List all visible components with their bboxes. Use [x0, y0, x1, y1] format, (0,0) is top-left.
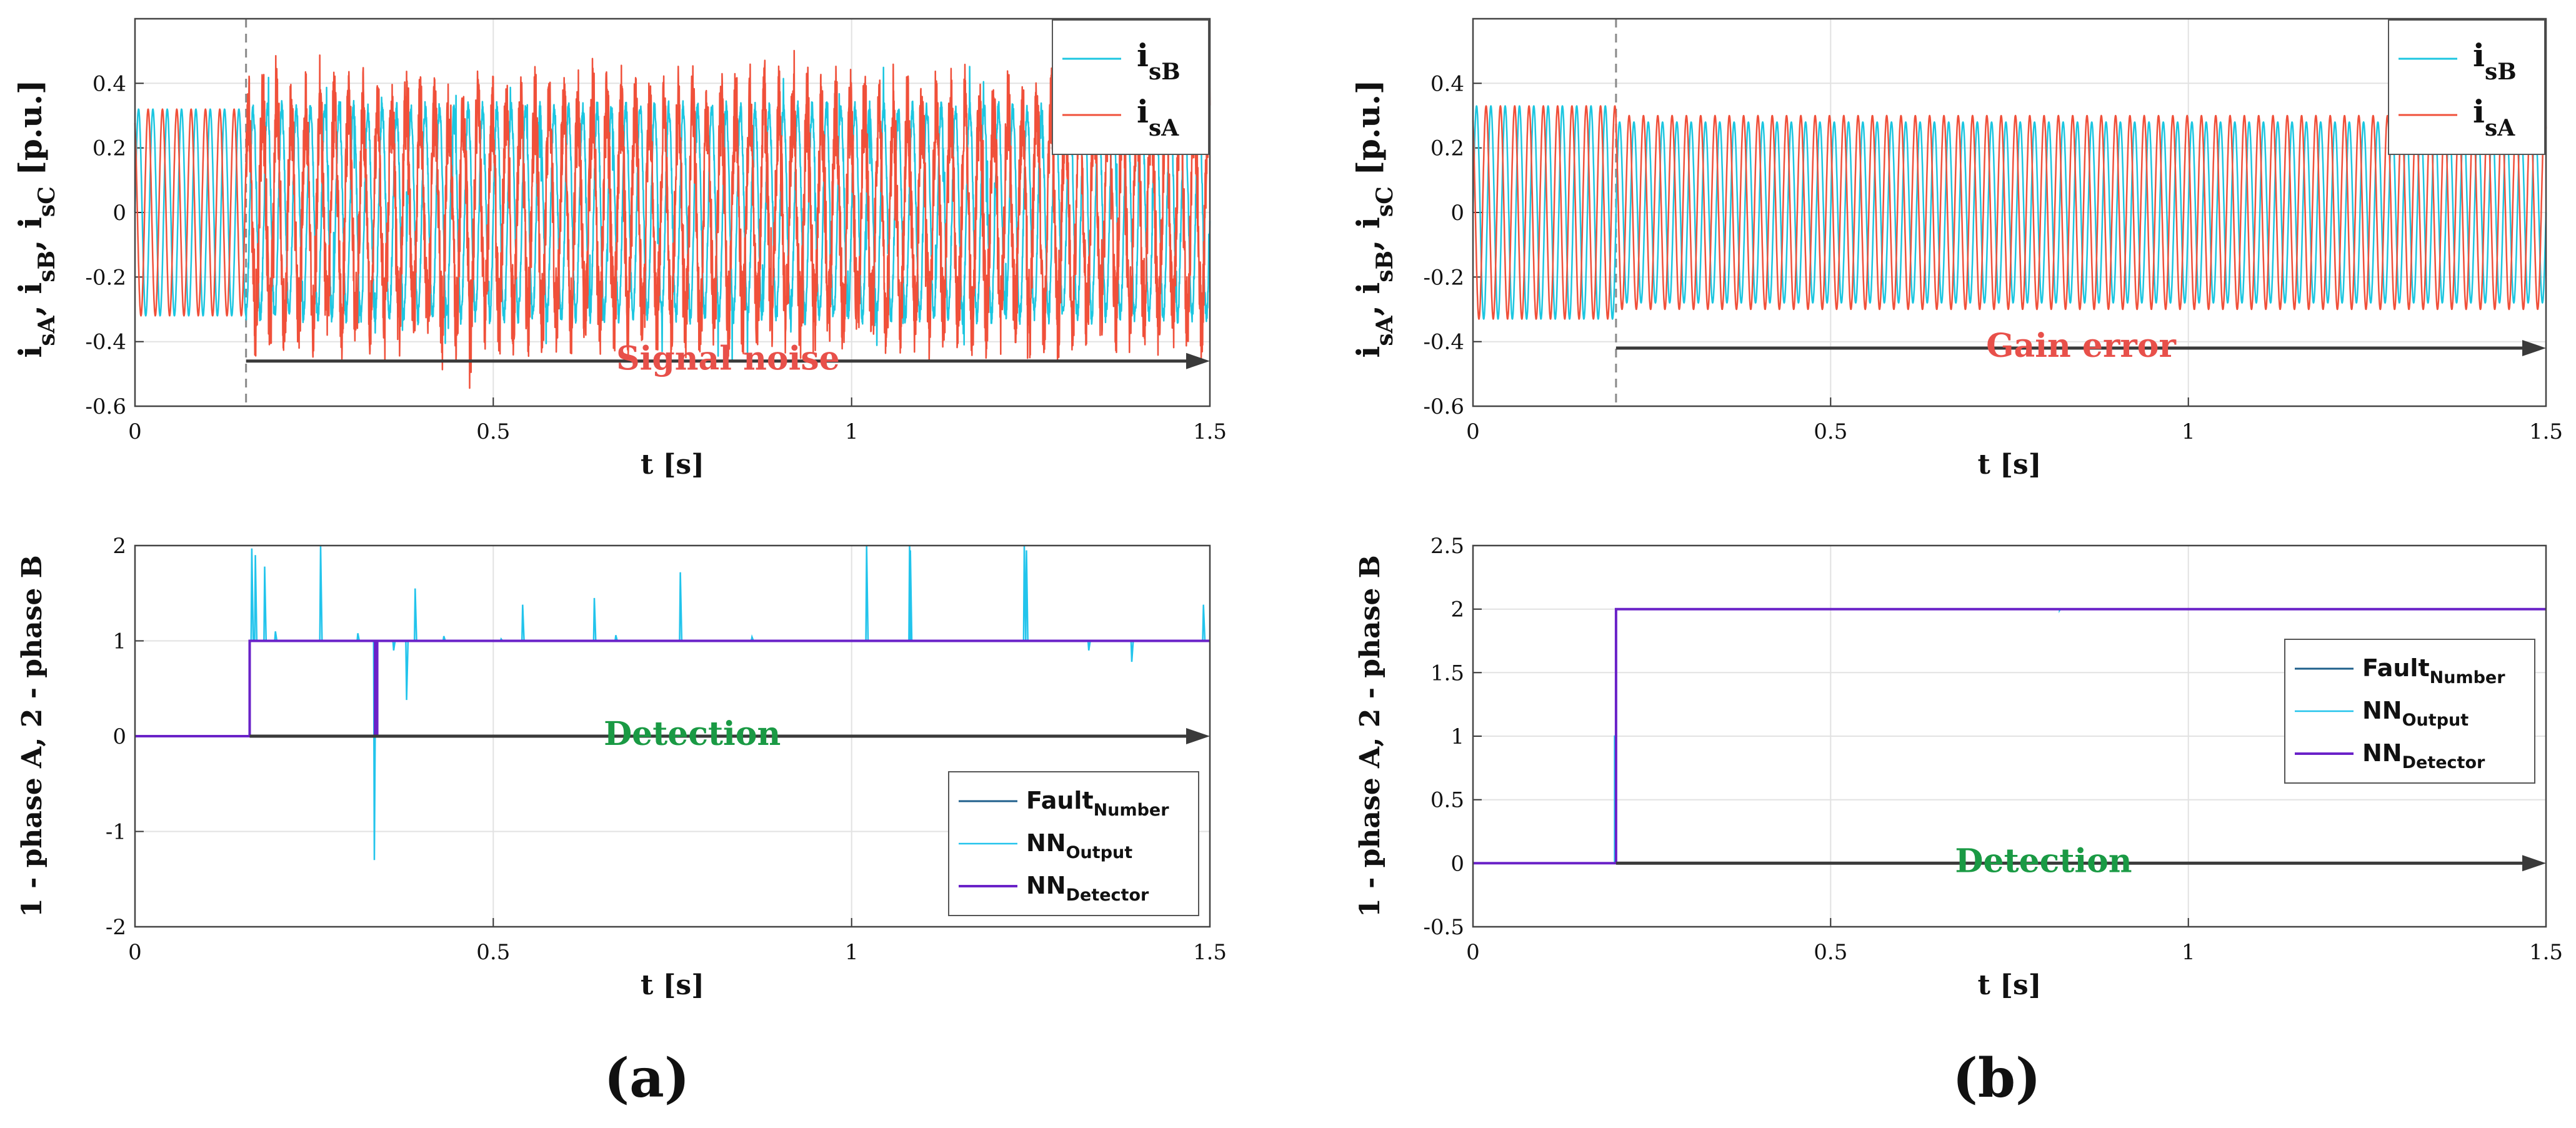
annotation-label: Detection — [1955, 842, 2132, 880]
y-tick-label: -0.6 — [85, 394, 126, 419]
x-tick-label: 1 — [845, 419, 859, 444]
legend-label: NNDetector — [2362, 739, 2485, 772]
y-tick-label: 0.4 — [92, 71, 126, 96]
plot-frame — [134, 17, 1211, 407]
annotation-arrow-head — [2522, 340, 2546, 356]
y-tick-label: 2 — [112, 534, 126, 559]
legend-label: isB — [1137, 37, 1181, 85]
y-tick-label: 0 — [112, 201, 126, 226]
x-tick-label: 1.5 — [1193, 419, 1227, 444]
x-axis-label: t [s] — [641, 449, 704, 481]
x-axis-label: t [s] — [1977, 969, 2041, 1001]
y-axis-label: isA, isB, isC [p.u.] — [12, 79, 60, 357]
legend-label: NNOutput — [1026, 829, 1132, 862]
x-tick-label: 0.5 — [476, 419, 510, 444]
y-tick-label: 1 — [1450, 724, 1464, 749]
x-tick-label: 1.5 — [2529, 940, 2563, 965]
plot-frame — [1472, 17, 2547, 407]
y-tick-label: 0 — [112, 724, 126, 749]
y-tick-label: 0.4 — [1430, 71, 1464, 96]
annotation-arrow-head — [1186, 352, 1210, 369]
y-axis-label: 1 - phase A, 2 - phase B — [16, 555, 48, 917]
x-tick-label: 1 — [845, 940, 859, 965]
y-tick-label: 0.2 — [1430, 136, 1464, 161]
legend-label: NNOutput — [2362, 697, 2469, 730]
y-axis-label: isA, isB, isC [p.u.] — [1350, 79, 1398, 357]
series-i-sA — [134, 49, 1211, 389]
series-i-sA — [1472, 105, 2547, 320]
chart-a-top: 0 0.5 1 1.5 -0.6 -0.4 -0.2 0 0.2 0.4 Signal noise i… — [12, 17, 1227, 481]
legend — [1052, 19, 1209, 155]
plot-frame — [134, 544, 1211, 928]
annotation-arrow-head — [1186, 728, 1210, 744]
y-tick-label: -1 — [106, 820, 126, 845]
x-tick-label: 0 — [128, 419, 142, 444]
legend — [2388, 19, 2545, 155]
series-nn-detector — [135, 639, 1210, 737]
y-tick-label: 2.5 — [1430, 534, 1464, 559]
x-tick-label: 0 — [1466, 940, 1480, 965]
x-tick-label: 0 — [128, 940, 142, 965]
plot-frame — [1472, 544, 2547, 928]
annotation-arrow-head — [2522, 855, 2546, 872]
legend-label: isB — [2473, 37, 2517, 85]
y-tick-label: -0.6 — [1423, 394, 1464, 419]
legend-label: NNDetector — [1026, 872, 1149, 905]
annotation-label: Signal noise — [616, 340, 840, 378]
x-axis-label: t [s] — [1977, 449, 2041, 481]
y-tick-label: 0.5 — [1430, 788, 1464, 813]
x-tick-label: 0.5 — [1814, 940, 1847, 965]
x-tick-label: 1.5 — [1193, 940, 1227, 965]
y-tick-label: 0.2 — [92, 136, 126, 161]
x-tick-label: 0 — [1466, 419, 1480, 444]
y-tick-label: 2 — [1450, 597, 1464, 622]
y-tick-label: -0.2 — [1423, 265, 1464, 290]
y-axis-label: 1 - phase A, 2 - phase B — [1354, 555, 1386, 917]
x-tick-label: 0.5 — [476, 940, 510, 965]
chart-a-bottom: 0 0.5 1 1.5 -2 -1 0 1 2 Detection 1 - phase A, 2 -… — [16, 534, 1227, 1001]
series-i-sB — [134, 65, 1211, 362]
x-tick-label: 1 — [2182, 940, 2195, 965]
legend-label: isA — [1137, 93, 1179, 141]
legend-label: isA — [2473, 93, 2515, 141]
y-tick-label: 1.5 — [1430, 661, 1464, 686]
panel-label-b: (b) — [1952, 1047, 2041, 1110]
annotation-label: Gain error — [1986, 327, 2176, 365]
y-tick-label: -0.4 — [1423, 330, 1464, 355]
x-tick-label: 1.5 — [2529, 419, 2563, 444]
x-axis-label: t [s] — [641, 969, 704, 1001]
x-tick-label: 1 — [2182, 419, 2195, 444]
legend-label: FaultNumber — [2362, 654, 2505, 687]
x-tick-label: 0.5 — [1814, 419, 1847, 444]
series-nn-detector — [1473, 607, 2546, 865]
y-tick-label: 0 — [1450, 201, 1464, 226]
y-tick-label: -2 — [106, 915, 126, 940]
y-tick-label: -0.5 — [1423, 915, 1464, 940]
y-tick-label: -0.4 — [85, 330, 126, 355]
y-tick-label: 1 — [112, 629, 126, 654]
legend-label: FaultNumber — [1026, 787, 1169, 820]
panel-label-a: (a) — [604, 1047, 689, 1110]
chart-b-top: 0 0.5 1 1.5 -0.6 -0.4 -0.2 0 0.2 0.4 Gain error isA… — [1350, 17, 2563, 481]
y-tick-label: 0 — [1450, 851, 1464, 876]
series-i-sB — [1472, 105, 2547, 320]
annotation-label: Detection — [604, 715, 781, 753]
y-tick-label: -0.2 — [85, 265, 126, 290]
